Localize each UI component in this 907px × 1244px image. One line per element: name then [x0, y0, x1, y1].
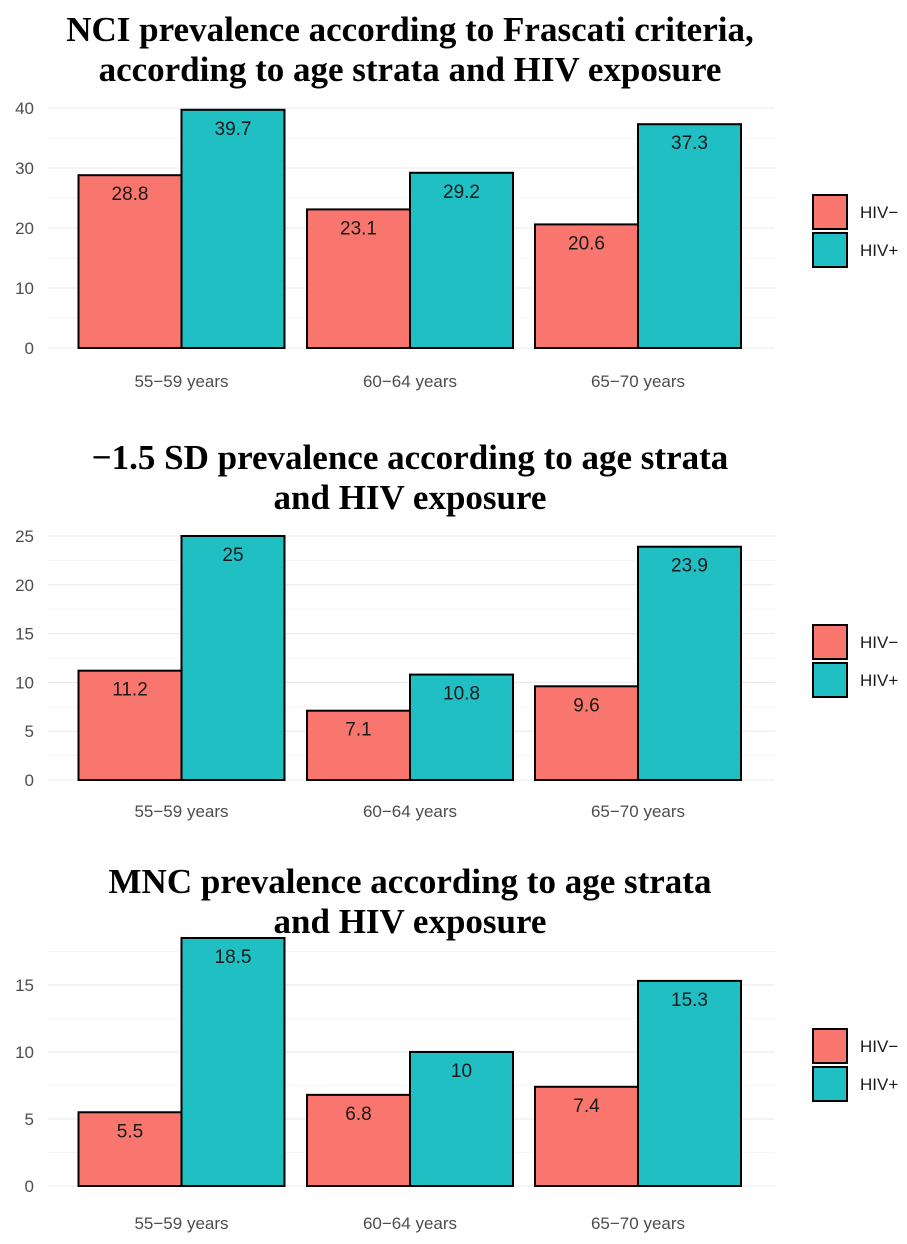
- legend: HIV− HIV+: [812, 1028, 898, 1102]
- y-tick-label: 30: [15, 159, 34, 178]
- legend-label: HIV−: [860, 633, 898, 652]
- legend: HIV− HIV+: [812, 624, 898, 698]
- legend-key: [812, 662, 848, 698]
- data-label: 28.8: [112, 184, 149, 205]
- y-tick-label: 15: [15, 976, 34, 995]
- y-tick-label: 0: [25, 339, 34, 358]
- legend-label: HIV−: [860, 203, 898, 222]
- chart-title: −1.5 SD prevalence according to age stra…: [0, 438, 820, 518]
- data-label: 9.6: [573, 695, 599, 716]
- bar: [180, 535, 286, 781]
- bar: [306, 208, 411, 350]
- bar: [180, 937, 286, 1187]
- data-label: 23.1: [340, 218, 377, 239]
- y-tick-label: 10: [15, 1043, 34, 1062]
- data-label: 29.2: [443, 182, 480, 203]
- legend-key: [812, 624, 848, 660]
- y-tick-label: 0: [25, 1177, 34, 1196]
- data-label: 10.8: [443, 684, 480, 705]
- x-tick-label: 65−70 years: [591, 802, 685, 821]
- chart-title-line: −1.5 SD prevalence according to age stra…: [91, 438, 729, 477]
- bar: [77, 174, 183, 349]
- bar: [534, 223, 639, 349]
- bar: [637, 545, 742, 781]
- data-label: 25: [222, 545, 243, 566]
- chart-title-line: NCI prevalence according to Frascati cri…: [66, 10, 754, 49]
- y-tick-label: 25: [15, 527, 34, 546]
- bar-chart: 0 5 10 15 5.5 6.8 7.4 18.5 10 15.3 55−59 years 60−6…: [15, 937, 898, 1233]
- y-tick-label: 20: [15, 576, 34, 595]
- legend-key: [812, 1028, 848, 1064]
- data-label: 7.1: [345, 720, 371, 741]
- y-tick-label: 10: [15, 279, 34, 298]
- y-tick-label: 40: [15, 99, 34, 118]
- x-tick-label: 55−59 years: [134, 802, 228, 821]
- chart-title: MNC prevalence according to age strata a…: [0, 862, 820, 942]
- bar: [180, 108, 286, 349]
- x-tick-label: 60−64 years: [363, 802, 457, 821]
- bar-chart: 0 10 20 30 40 28.8 23.1 20.6 39.7 29.2 37.3 55−59 y…: [15, 99, 898, 391]
- x-tick-label: 65−70 years: [591, 1214, 685, 1233]
- x-tick-label: 55−59 years: [134, 372, 228, 391]
- data-label: 20.6: [568, 233, 605, 254]
- data-label: 18.5: [215, 947, 252, 968]
- data-label: 15.3: [671, 990, 708, 1011]
- x-tick-label: 55−59 years: [134, 1214, 228, 1233]
- chart-title-line: MNC prevalence according to age strata: [108, 862, 712, 901]
- data-label: 10: [451, 1061, 472, 1082]
- bar: [409, 673, 514, 781]
- y-tick-label: 5: [25, 722, 34, 741]
- data-label: 11.2: [112, 680, 148, 701]
- bar-chart: 0 5 10 15 20 25 11.2 7.1 9.6 25 10.8 23.9 55−59 year…: [15, 527, 898, 821]
- bar: [534, 685, 639, 781]
- legend-key: [812, 1066, 848, 1102]
- data-label: 23.9: [671, 556, 708, 577]
- legend: HIV− HIV+: [812, 194, 898, 268]
- data-label: 7.4: [573, 1096, 600, 1117]
- y-tick-label: 15: [15, 625, 34, 644]
- chart-title: NCI prevalence according to Frascati cri…: [0, 10, 820, 90]
- legend-label: HIV+: [860, 241, 898, 260]
- bar: [637, 123, 742, 350]
- chart-title-line: and HIV exposure: [273, 902, 547, 941]
- data-label: 5.5: [117, 1121, 143, 1142]
- chart-title-line: according to age strata and HIV exposure: [98, 50, 722, 89]
- bar: [77, 1111, 183, 1187]
- data-label: 39.7: [215, 119, 252, 140]
- x-tick-label: 60−64 years: [363, 1214, 457, 1233]
- legend-label: HIV−: [860, 1037, 898, 1056]
- bar: [306, 1093, 411, 1187]
- bar: [409, 171, 514, 349]
- y-tick-label: 10: [15, 673, 34, 692]
- legend-key: [812, 232, 848, 268]
- legend-key: [812, 194, 848, 230]
- bar: [637, 979, 742, 1188]
- data-label: 37.3: [671, 133, 708, 154]
- x-tick-label: 60−64 years: [363, 372, 457, 391]
- legend-label: HIV+: [860, 1075, 898, 1094]
- legend-label: HIV+: [860, 671, 898, 690]
- y-tick-label: 5: [25, 1110, 34, 1129]
- y-tick-label: 20: [15, 219, 34, 238]
- y-tick-label: 0: [25, 771, 34, 790]
- chart-title-line: and HIV exposure: [273, 478, 547, 517]
- bar: [409, 1050, 514, 1187]
- data-label: 6.8: [345, 1104, 371, 1125]
- x-tick-label: 65−70 years: [591, 372, 685, 391]
